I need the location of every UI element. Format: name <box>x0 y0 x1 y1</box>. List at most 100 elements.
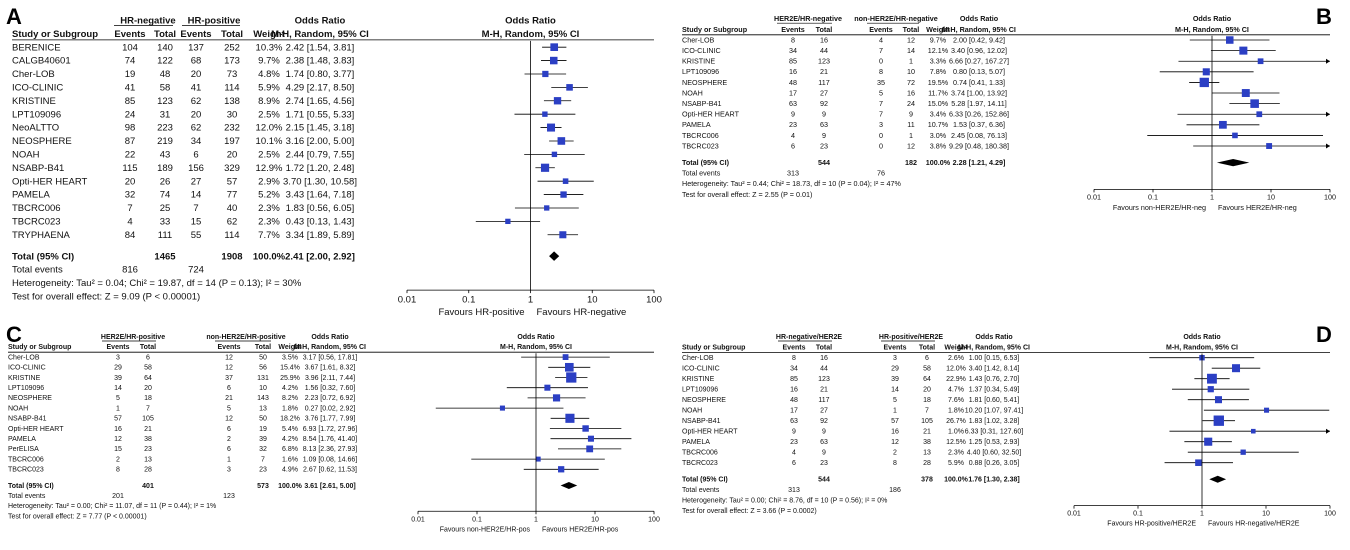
total-1: 111 <box>158 230 172 241</box>
total-2: 7 <box>261 456 265 463</box>
weight: 4.2% <box>282 385 298 392</box>
events-1: 85 <box>789 57 797 66</box>
ci-text: 1.74 [0.80, 3.77] <box>286 69 355 80</box>
x-tick-label: 10 <box>1267 193 1275 202</box>
total-1: 58 <box>144 365 152 372</box>
weight: 2.9% <box>258 176 280 187</box>
study-name: TBCRC023 <box>682 460 718 467</box>
effect-square <box>544 384 551 391</box>
plot-method: M-H, Random, 95% CI <box>482 29 580 40</box>
total-2: 50 <box>259 416 267 423</box>
total-2: 329 <box>224 163 240 174</box>
events-2: 5 <box>893 397 897 404</box>
weight: 22.9% <box>946 376 966 383</box>
total-2: 32 <box>259 446 267 453</box>
ci-text: 10.20 [1.07, 97.41] <box>965 408 1023 415</box>
total-2: 12 <box>907 141 915 150</box>
total-1: 21 <box>820 387 828 394</box>
study-name: ICO-CLINIC <box>12 83 63 94</box>
study-name: PAMELA <box>12 190 51 201</box>
events-2: 62 <box>191 123 202 134</box>
weight: 3.8% <box>930 141 947 150</box>
weight: 6.8% <box>282 446 298 453</box>
effect-square <box>1202 68 1210 76</box>
ci-text: 5.28 [1.97, 14.11] <box>951 99 1006 108</box>
events-2: 4 <box>879 35 883 44</box>
total-n1: 544 <box>818 158 830 167</box>
total-1: 21 <box>144 426 152 433</box>
weight: 2.6% <box>948 355 964 362</box>
study-name: LPT109096 <box>8 385 44 392</box>
study-name: TBCRC023 <box>12 217 61 228</box>
forest-plot-a: HR-negative HR-positive Odds Ratio Odds Rat… <box>12 16 662 318</box>
x-tick-label: 100 <box>1324 511 1336 518</box>
ci-text: 1.71 [0.55, 5.33] <box>286 109 355 120</box>
events-1: 4 <box>127 217 132 228</box>
effect-method: M-H, Random, 95% CI <box>271 29 369 40</box>
total-2: 16 <box>907 88 915 97</box>
total-label: Total (95% CI) <box>12 251 74 262</box>
ci-text: 2.42 [1.54, 3.81] <box>286 42 355 53</box>
effect-square <box>542 70 549 78</box>
total-n1: 1465 <box>154 251 176 262</box>
study-name: TBCRC023 <box>682 141 719 150</box>
total-1: 117 <box>818 397 829 404</box>
ci-text: 1.72 [1.20, 2.48] <box>286 163 355 174</box>
total-1: 63 <box>820 120 828 129</box>
total-2: 12 <box>907 35 915 44</box>
ci-text: 3.34 [1.89, 5.89] <box>286 230 355 241</box>
events-1: 23 <box>789 120 797 129</box>
events-2: 5 <box>879 88 883 97</box>
weight: 3.4% <box>930 110 947 119</box>
total-1: 123 <box>157 96 173 107</box>
weight: 12.0% <box>256 123 283 134</box>
total-1: 189 <box>157 163 173 174</box>
ci-text: 2.38 [1.48, 3.83] <box>286 56 355 67</box>
events-2: 12 <box>225 365 233 372</box>
total-2: 9 <box>909 110 913 119</box>
study-name: NEOSPHERE <box>12 136 72 147</box>
ci-text: 3.43 [1.64, 7.18] <box>286 190 355 201</box>
ci-text: 0.80 [0.13, 5.07] <box>953 67 1005 76</box>
weight: 12.1% <box>928 46 949 55</box>
study-name: Cher-LOB <box>682 35 715 44</box>
column-header: Study or Subgroup <box>8 344 71 351</box>
total-2: 10 <box>259 385 267 392</box>
ci-text: 1.37 [0.34, 5.49] <box>969 387 1020 394</box>
events-1: 17 <box>790 408 798 415</box>
events-2: 1 <box>227 456 231 463</box>
ci-text: 8.13 [2.36, 27.93] <box>303 446 358 453</box>
effect-square <box>1204 437 1213 446</box>
events-1: 63 <box>790 418 798 425</box>
overall-effect: Test for overall effect: Z = 9.09 (P < 0… <box>12 292 200 303</box>
total-n2: 182 <box>905 158 917 167</box>
weight: 7.8% <box>930 67 947 76</box>
x-tick-label: 1 <box>534 516 538 523</box>
events-1: 2 <box>116 456 120 463</box>
ci-text: 2.45 [0.08, 76.13] <box>951 131 1007 140</box>
events-2: 3 <box>879 120 883 129</box>
total-1: 43 <box>160 150 171 161</box>
events-2: 15 <box>191 217 202 228</box>
events-2: 39 <box>891 376 899 383</box>
total-events-2: 76 <box>877 169 885 178</box>
total-2: 6 <box>925 355 929 362</box>
total-2: 114 <box>224 230 239 241</box>
events-2: 12 <box>891 439 899 446</box>
events-2: 6 <box>227 446 231 453</box>
x-tick-label: 0.1 <box>472 516 482 523</box>
heterogeneity: Heterogeneity: Tau² = 0.00; Chi² = 11.07… <box>8 503 216 510</box>
ci-text: 8.54 [1.76, 41.40] <box>303 436 358 443</box>
study-name: Opti-HER HEART <box>12 176 88 187</box>
column-header: Total <box>255 344 271 351</box>
effect-method: M-H, Random, 95% CI <box>294 344 366 351</box>
effect-square <box>566 372 577 383</box>
effect-square <box>1213 415 1224 426</box>
total-1: 20 <box>144 385 152 392</box>
weight: 15.4% <box>280 365 300 372</box>
favours-left: Favours HR-positive/HER2E <box>1107 521 1196 528</box>
effect-square <box>562 178 569 184</box>
effect-square <box>1232 364 1241 373</box>
panel-d-letter: D <box>1316 322 1332 347</box>
effect-square <box>1256 111 1263 118</box>
